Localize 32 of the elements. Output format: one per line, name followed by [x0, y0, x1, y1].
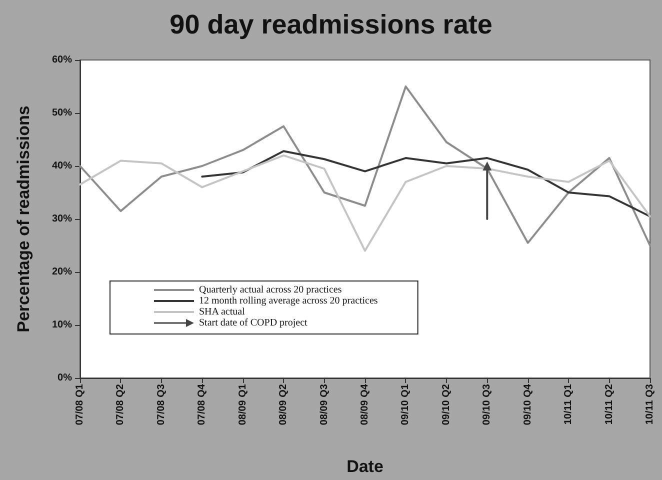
- x-tick-label: 07/08 Q3: [156, 384, 167, 426]
- y-tick-label: 50%: [52, 108, 72, 118]
- legend-label: Quarterly actual across 20 practices: [199, 284, 342, 296]
- x-tick-label: 09/10 Q3: [482, 384, 493, 426]
- x-tick-label: 10/11 Q1: [563, 384, 574, 425]
- line-series: [79, 154, 651, 252]
- x-tick-label: 07/08 Q2: [115, 384, 126, 426]
- x-tick-label: 07/08 Q4: [196, 384, 208, 426]
- x-tick-label: 10/11 Q3: [644, 384, 656, 425]
- y-tick-label: 20%: [52, 266, 72, 278]
- x-tick-label: 08/09 Q3: [318, 384, 330, 426]
- legend-label: 12 month rolling average across 20 practices: [199, 296, 378, 306]
- y-tick-label: 40%: [52, 160, 72, 172]
- line-series: [79, 86, 651, 246]
- x-axis-title: Date: [346, 457, 384, 476]
- y-tick-label: 30%: [52, 214, 72, 224]
- y-tick-label: 0%: [58, 372, 72, 384]
- legend-label: SHA actual: [199, 306, 246, 318]
- y-tick-label: 60%: [52, 54, 72, 66]
- chart-title: 90 day readmissions rate: [170, 10, 492, 40]
- legend-label: Start date of COPD project: [199, 318, 308, 328]
- x-tick-label: 10/11 Q2: [604, 384, 615, 425]
- line-series: [201, 150, 651, 218]
- x-tick-label: 09/10 Q1: [400, 384, 412, 426]
- y-axis-title: Percentage of readmissions: [14, 106, 33, 332]
- x-tick-label: 07/08 Q1: [74, 384, 86, 426]
- x-tick-label: 09/10 Q4: [522, 384, 534, 426]
- x-tick-label: 09/10 Q2: [440, 384, 452, 426]
- x-tick-label: 08/09 Q2: [278, 384, 290, 426]
- x-tick-label: 08/09 Q4: [360, 384, 370, 426]
- y-tick-label: 10%: [52, 320, 72, 330]
- x-tick-label: 08/09 Q1: [237, 384, 248, 426]
